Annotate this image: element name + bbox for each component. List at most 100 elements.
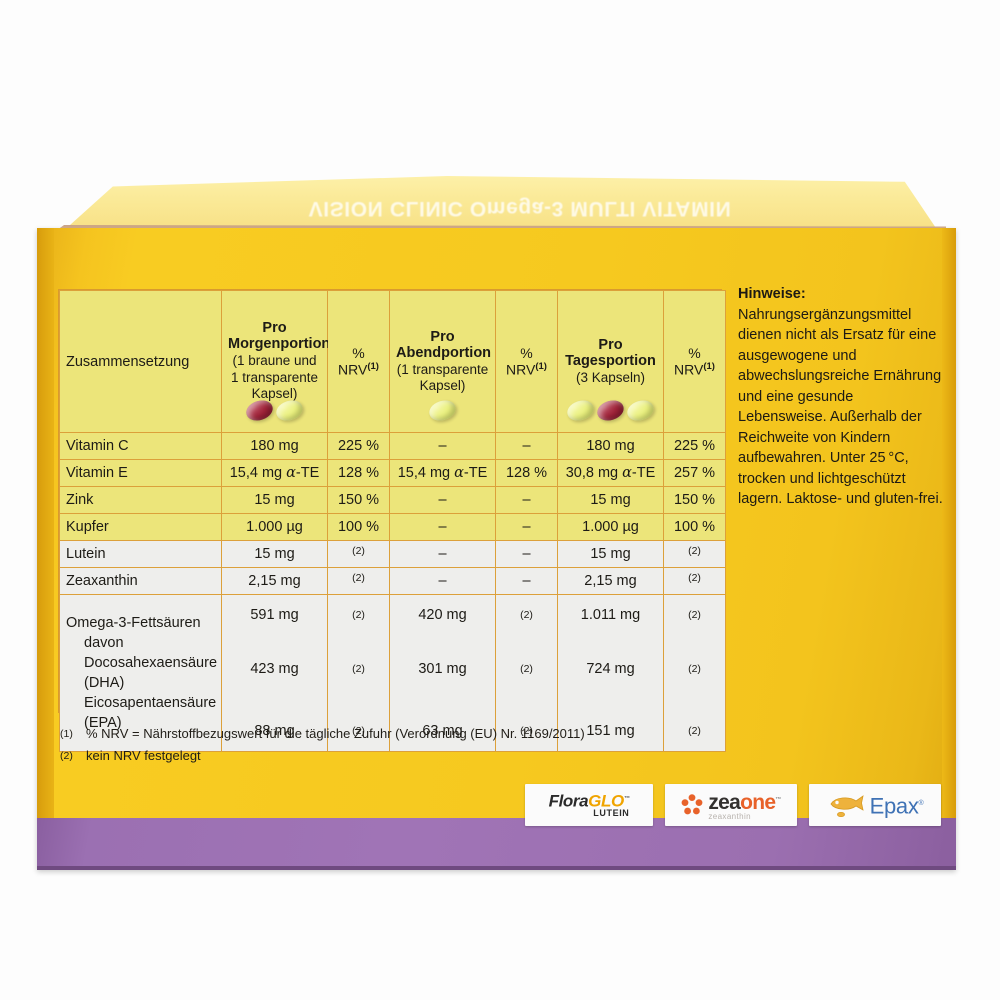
cell-daily-nrv: 150 %	[663, 486, 726, 514]
cell-daily-nrv: (2)	[663, 540, 726, 568]
purple-bottom-band	[37, 818, 956, 870]
header-evening-nrv: % NRV(1)	[495, 290, 558, 433]
zeaone-tm: ™	[775, 796, 781, 803]
cell-morning-omega: 591 mg 423 mg 88 mg	[221, 594, 328, 752]
cell-name: Zink	[59, 486, 222, 514]
table-row: Zink 15 mg 150 % – –15 mg 150 %	[59, 486, 726, 514]
header-daily-line1: Pro	[598, 336, 623, 353]
capsule-red-icon	[594, 396, 627, 424]
hinweise-block: Hinweise: Nahrungsergänzungsmittel diene…	[738, 284, 943, 510]
epax-reg: ®	[918, 799, 924, 807]
cell-morning: 15 mg	[221, 540, 328, 568]
header-morning-portion: Pro Morgenportion (1 braune und 1 transpa…	[221, 290, 330, 433]
lid-ghost-text: VISION CLINIC Omega-3 MULTI VITAMIN	[308, 197, 732, 220]
floraglo-glo-text: GLO	[588, 791, 624, 811]
footnotes: (1) % NRV = Nährstoffbezugswert für die t…	[60, 724, 720, 768]
zeaone-one-text: one	[740, 790, 776, 814]
header-evening-nrv-label: % NRV	[506, 345, 536, 378]
header-evening-line1: Pro	[430, 328, 455, 345]
cell-evening-nrv-omega: (2) (2) (2)	[495, 594, 558, 752]
footnote: (2) kein NRV festgelegt	[60, 746, 720, 766]
cell-morning: 2,15 mg	[221, 567, 328, 595]
cell-morning: 180 mg	[221, 432, 328, 460]
cell-name: Vitamin E	[59, 459, 222, 487]
capsule-clear-icon	[624, 396, 657, 424]
capsule-clear-icon	[564, 396, 597, 424]
cell-morning: 1.000 µg	[221, 513, 328, 541]
cell-morning: 15 mg	[221, 486, 328, 514]
header-evening-sub: (1 transparente Kapsel)	[396, 361, 489, 394]
table-row: Zeaxanthin 2,15 mg (2) – –2,15 mg (2)	[59, 567, 726, 595]
cell-daily-nrv: 225 %	[663, 432, 726, 460]
epax-logo: Epax®	[809, 784, 941, 826]
hinweise-text: Nahrungsergänzungsmittel dienen nicht al…	[738, 306, 943, 508]
cell-morning-nrv-omega: (2) (2) (2)	[327, 594, 390, 752]
header-daily-nrv-sup: (1)	[703, 361, 715, 373]
header-evening-line2: Abendportion	[396, 344, 492, 361]
cell-daily: 180 mg	[557, 432, 664, 460]
nutrition-table: Zusammensetzung Pro Morgenportion (1 brau…	[58, 289, 726, 752]
cell-daily: 15 mg	[557, 540, 664, 568]
cell-evening-nrv: –	[495, 567, 558, 595]
header-daily-line2: Tagesportion	[565, 352, 656, 369]
zeaone-sub-text: zeaxanthin	[708, 811, 752, 821]
cell-evening-nrv: –	[495, 432, 558, 460]
partner-logos: FloraGLO™ LUTEIN zeaone™ zeaxanthin	[525, 784, 941, 826]
cell-evening-omega: 420 mg 301 mg 63 mg	[389, 594, 496, 752]
header-morning-line1: Pro	[262, 320, 287, 337]
cell-evening-nrv: –	[495, 540, 558, 568]
cell-evening: –	[389, 486, 496, 514]
cell-name: Zeaxanthin	[59, 567, 222, 595]
header-composition: Zusammensetzung	[59, 290, 222, 433]
cell-evening-nrv: –	[495, 513, 558, 541]
carton-right-edge	[942, 228, 956, 870]
header-morning-sub: (1 braune und 1 transparente Kapsel)	[230, 353, 319, 402]
cell-morning-nrv: (2)	[327, 540, 390, 568]
capsule-clear-icon	[273, 396, 306, 424]
table-row: Vitamin C 180 mg 225 % – –180 mg 225 %	[59, 432, 726, 460]
capsule-red-icon	[243, 396, 276, 424]
cell-morning: 15,4 mg α-TE	[221, 459, 328, 487]
cell-morning-nrv: 100 %	[327, 513, 390, 541]
capsule-group-morning	[222, 396, 327, 424]
header-evening-nrv-sup: (1)	[535, 361, 547, 373]
footnote: (1) % NRV = Nährstoffbezugswert für die t…	[60, 724, 720, 744]
hinweise-label: Hinweise:	[738, 286, 806, 302]
footnote-mark: (2)	[60, 750, 73, 762]
header-morning-nrv-label: % NRV	[338, 345, 368, 378]
cell-evening-nrv: 128 %	[495, 459, 558, 487]
capsule-group-daily	[558, 396, 663, 424]
floraglo-lutein-text: LUTEIN	[593, 808, 630, 819]
header-daily-nrv-label: % NRV	[674, 345, 704, 378]
zeaone-zea-text: zea	[708, 790, 741, 814]
table-row-omega: Omega-3-Fettsäuren davon Docosahexaensäure…	[59, 594, 726, 752]
floraglo-tm: ™	[623, 795, 630, 802]
epax-text: Epax	[869, 793, 919, 819]
cell-daily-nrv-omega: (2) (2) (2)	[663, 594, 726, 752]
cell-daily: 1.000 µg	[557, 513, 664, 541]
cell-evening: –	[389, 432, 496, 460]
header-daily-portion: Pro Tagesportion (3 Kapseln)	[557, 290, 664, 433]
table-row: Kupfer 1.000 µg 100 % – –1.000 µg 100 %	[59, 513, 726, 541]
cell-daily-nrv: 100 %	[663, 513, 726, 541]
footnote-text: % NRV = Nährstoffbezugswert für die tägl…	[86, 726, 585, 741]
epax-fish-icon	[830, 795, 864, 818]
capsule-clear-icon	[426, 396, 459, 424]
cell-morning-nrv: 128 %	[327, 459, 390, 487]
carton-lid-flap	[60, 176, 940, 234]
floraglo-logo: FloraGLO™ LUTEIN	[525, 784, 653, 826]
cell-daily-nrv: (2)	[663, 567, 726, 595]
cell-name: Kupfer	[59, 513, 222, 541]
cell-daily: 15 mg	[557, 486, 664, 514]
cell-name-omega: Omega-3-Fettsäuren davon Docosahexaensäure…	[59, 594, 222, 752]
footnote-text: kein NRV festgelegt	[86, 748, 201, 763]
zeaone-logo: zeaone™ zeaxanthin	[665, 784, 797, 826]
cell-name: Vitamin C	[59, 432, 222, 460]
header-daily-sub: (3 Kapseln)	[575, 369, 646, 385]
cell-daily: 30,8 mg α-TE	[557, 459, 664, 487]
floraglo-flora-text: Flora	[548, 791, 589, 811]
header-evening-portion: Pro Abendportion (1 transparente Kapsel)	[389, 290, 496, 433]
cell-daily-nrv: 257 %	[663, 459, 726, 487]
cell-evening-nrv: –	[495, 486, 558, 514]
